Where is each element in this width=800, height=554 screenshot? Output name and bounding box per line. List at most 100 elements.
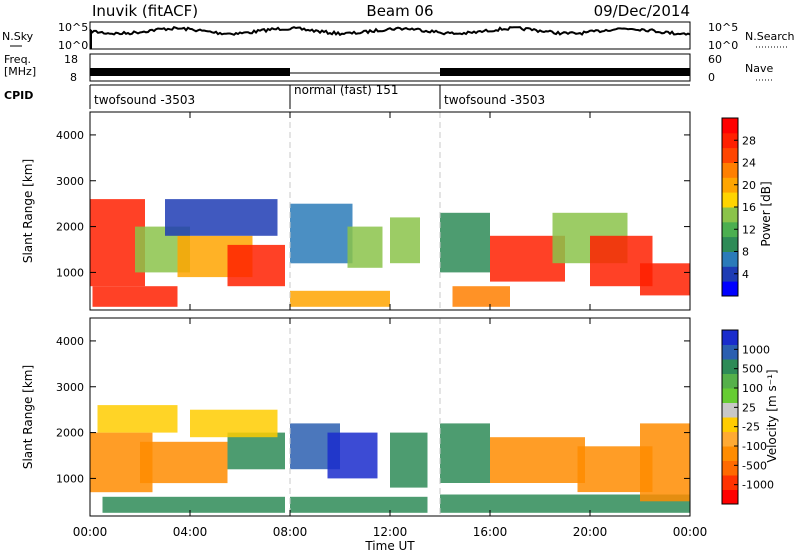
power-echo-marks	[90, 199, 690, 307]
colorbar-swatch	[722, 475, 738, 490]
echo-region	[440, 423, 490, 483]
echo-region	[440, 212, 490, 273]
y-tick-label: 1000	[56, 266, 84, 279]
echo-region	[190, 409, 278, 438]
echo-region	[92, 286, 178, 307]
colorbar-tick-label: 1000	[742, 343, 770, 356]
colorbar-swatch	[722, 388, 738, 403]
echo-region	[347, 226, 383, 268]
noise-right-label: N.Search	[745, 30, 795, 43]
colorbar-swatch	[722, 147, 738, 163]
colorbar-swatch	[722, 118, 738, 134]
echo-region	[640, 263, 690, 296]
freq-bar-segment-2	[440, 68, 690, 76]
colorbar-tick-label: 20	[742, 179, 756, 192]
colorbar-swatch	[722, 489, 738, 505]
station-title: Inuvik (fitACF)	[92, 2, 198, 20]
cpid-segment-3: twofsound -3503	[444, 93, 545, 107]
power-colorbar-label: Power [dB]	[759, 181, 773, 246]
freq-left-tick-high: 18	[64, 53, 78, 66]
echo-region	[390, 432, 428, 488]
colorbar-frame	[721, 329, 739, 505]
colorbar-swatch	[722, 446, 738, 461]
echo-region	[440, 494, 690, 513]
y-tick-label: 4000	[56, 335, 84, 348]
echo-region	[390, 217, 420, 264]
freq-panel-frame	[89, 53, 691, 82]
x-tick-label: 12:00	[373, 525, 408, 539]
noise-panel-frame	[89, 21, 691, 50]
velocity-x-ticks	[89, 318, 691, 516]
velocity-colorbar: 1000 500 100 25 -25 -100 -500 -1000	[721, 329, 774, 505]
colorbar-swatch	[722, 162, 738, 178]
echo-region	[452, 286, 510, 307]
cpid-segment-1: twofsound -3503	[94, 93, 195, 107]
colorbar-swatch	[722, 373, 738, 389]
colorbar-swatch	[722, 266, 738, 282]
x-tick-label: 04:00	[173, 525, 208, 539]
echo-region	[140, 441, 228, 484]
colorbar-tick-label: 12	[742, 223, 756, 236]
x-tick-label: 00:00	[73, 525, 108, 539]
colorbar-swatch	[722, 207, 738, 223]
colorbar-swatch	[722, 192, 738, 208]
echo-region	[490, 437, 585, 483]
colorbar-tick-label: -500	[742, 459, 767, 472]
freq-left-tick-low: 8	[70, 71, 77, 84]
power-ylabel: Slant Range [km]	[21, 159, 35, 263]
freq-panel: Freq. [MHz] 18 8 60 0 Nave	[4, 53, 774, 84]
y-tick-label: 2000	[56, 221, 84, 234]
colorbar-tick-label: -25	[742, 421, 760, 434]
x-tick-label: 08:00	[273, 525, 308, 539]
velocity-colorbar-label: Velocity [m s⁻¹]	[765, 369, 779, 462]
colorbar-tick-label: -100	[742, 440, 767, 453]
echo-region	[640, 423, 690, 502]
freq-bar-segment-1	[90, 68, 290, 76]
noise-left-tick-high: 10^5	[58, 21, 88, 34]
colorbar-swatch	[722, 177, 738, 193]
noise-panel: N.Sky 10^5 10^0 10^5 10^0 N.Search	[2, 21, 795, 52]
colorbar-tick-label: 100	[742, 382, 763, 395]
freq-right-tick-high: 60	[708, 53, 722, 66]
noise-left-label: N.Sky	[2, 30, 34, 43]
colorbar-swatch	[722, 431, 738, 447]
echo-region	[290, 290, 390, 307]
colorbar-tick-label: 28	[742, 134, 756, 147]
velocity-panel: 1000 2000 3000 4000 Slant Range [km]	[21, 317, 691, 517]
x-axis-label: Time UT	[364, 539, 415, 553]
power-y-ticks: 1000 2000 3000 4000	[56, 129, 690, 279]
y-tick-label: 1000	[56, 472, 84, 485]
echo-region	[290, 496, 428, 513]
freq-right-tick-low: 0	[708, 71, 715, 84]
power-panel: 1000 2000 3000 4000 Slant Range [km]	[21, 111, 691, 311]
echo-region	[327, 432, 378, 479]
colorbar-swatch	[722, 417, 738, 432]
noise-left-tick-low: 10^0	[58, 39, 88, 52]
freq-left-label-1: Freq.	[4, 53, 31, 66]
echo-region	[227, 432, 285, 470]
y-tick-label: 3000	[56, 381, 84, 394]
colorbar-tick-label: 500	[742, 363, 763, 376]
x-tick-label: 20:00	[573, 525, 608, 539]
echo-region	[290, 203, 353, 264]
power-colorbar: 4 8 12 16 20 24 28	[721, 117, 756, 297]
freq-left-label-2: [MHz]	[4, 65, 36, 78]
colorbar-swatch	[722, 251, 738, 267]
colorbar-swatch	[722, 281, 738, 297]
colorbar-tick-label: -1000	[742, 479, 774, 492]
colorbar-swatch	[722, 236, 738, 252]
x-tick-label: 16:00	[473, 525, 508, 539]
noise-right-tick-low: 10^0	[708, 39, 738, 52]
colorbar-swatch	[722, 132, 738, 149]
beam-title: Beam 06	[366, 2, 433, 20]
cpid-panel: CPID twofsound -3503 normal (fast) 151 t…	[4, 83, 690, 109]
echo-region	[102, 496, 285, 513]
velocity-ylabel: Slant Range [km]	[21, 365, 35, 469]
y-tick-label: 3000	[56, 175, 84, 188]
y-tick-label: 4000	[56, 129, 84, 142]
power-x-ticks	[89, 112, 691, 310]
colorbar-swatch	[722, 402, 738, 418]
colorbar-swatch	[722, 460, 738, 476]
colorbar-tick-label: 4	[742, 268, 749, 281]
echo-region	[227, 244, 285, 287]
